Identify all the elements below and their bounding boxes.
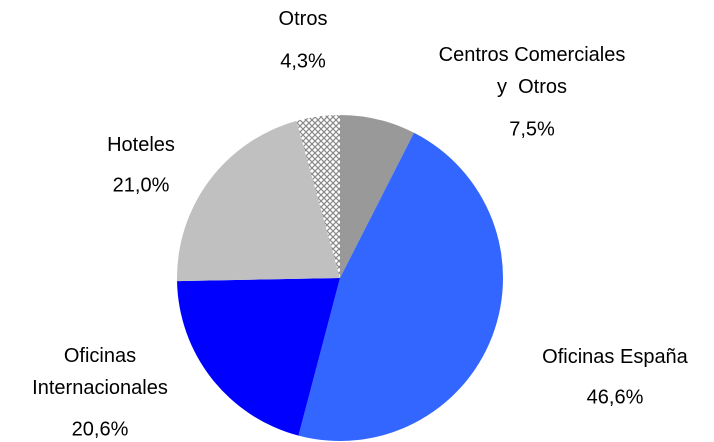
pie-slice (298, 132, 504, 441)
value-label: 4,3% (280, 50, 326, 72)
slice-label: Oficinas Internacionales (32, 345, 168, 399)
label-line: Oficinas (64, 345, 136, 367)
value-label: 7,5% (509, 118, 555, 140)
slice-label: Oficinas España (542, 346, 689, 368)
pie-slice (340, 115, 415, 278)
pie-slice (296, 115, 340, 278)
slice-label: Otros (279, 8, 328, 30)
label-line: Otros (279, 8, 328, 30)
label-line: Hoteles (107, 134, 175, 156)
label-line: y Otros (497, 76, 567, 98)
label-line: Centros Comerciales (439, 44, 626, 66)
label-line: Internacionales (32, 377, 168, 399)
label-line: Oficinas España (542, 346, 689, 368)
slice-label: Hoteles (107, 134, 175, 156)
slice-label: Centros Comerciales y Otros (439, 44, 626, 98)
value-label: 21,0% (113, 174, 170, 196)
value-label: 20,6% (72, 418, 129, 440)
pie-slice (177, 278, 340, 436)
pie-slice (177, 120, 340, 282)
value-label: 46,6% (587, 386, 644, 408)
